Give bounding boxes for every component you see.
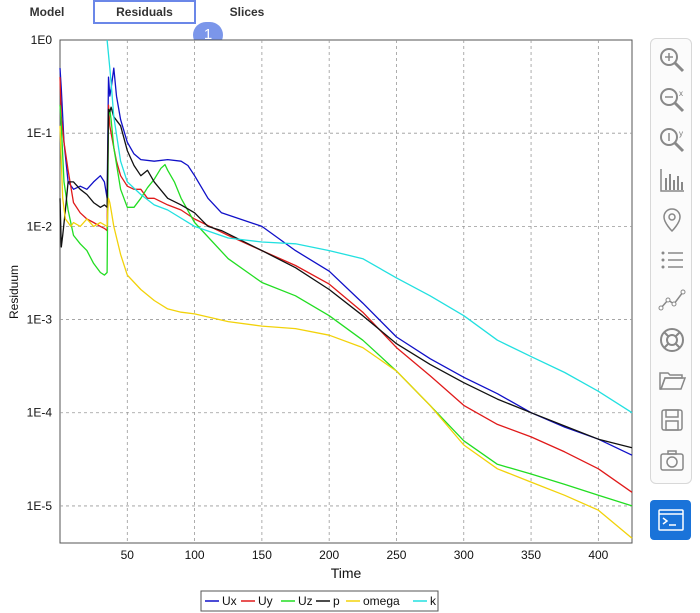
series-line-p (59, 106, 633, 449)
line-chart-button[interactable] (655, 283, 689, 317)
legend-label-omega: omega (363, 594, 400, 608)
series-line-Ux (59, 67, 633, 456)
list-icon (661, 251, 683, 269)
map-pin-icon (663, 208, 681, 233)
y-axis-label: Residuum (7, 265, 21, 319)
legend-list-button[interactable] (655, 243, 689, 277)
lifebuoy-icon (660, 328, 684, 352)
x-tick-label: 100 (185, 548, 205, 562)
series-line-k (106, 39, 633, 414)
x-tick-label: 400 (588, 548, 608, 562)
series-line-omega (59, 125, 633, 539)
x-tick-label: 250 (386, 548, 406, 562)
x-tick-label: 350 (521, 548, 541, 562)
x-axis-label: Time (331, 565, 362, 581)
residuals-chart: 50 100 150 200 250 300 350 400 1E01E-11E-21E-31… (7, 33, 633, 612)
zoom-x-icon: x (660, 88, 685, 113)
y-tick-label: 1E0 (31, 33, 53, 47)
svg-text:y: y (679, 129, 683, 138)
tab-model[interactable]: Model (29, 5, 65, 19)
plot-area (59, 39, 633, 544)
camera-icon (660, 450, 684, 471)
x-tick-label: 300 (454, 548, 474, 562)
y-tick-label: 1E-3 (27, 313, 53, 327)
bar-chart-icon (660, 169, 684, 192)
zoom-icon (660, 48, 685, 73)
legend-label-Uy: Uy (258, 594, 273, 608)
y-tick-label: 1E-2 (27, 219, 53, 233)
x-tick-label: 50 (121, 548, 135, 562)
legend-label-k: k (430, 594, 437, 608)
bar-chart-button[interactable] (655, 163, 689, 197)
y-tick-label: 1E-1 (27, 126, 53, 140)
y-tick-label: 1E-4 (27, 406, 53, 420)
tab-residuals[interactable]: Residuals (93, 0, 196, 24)
help-button[interactable] (655, 323, 689, 357)
legend-label-Uz: Uz (298, 594, 313, 608)
grid (60, 40, 632, 543)
save-button[interactable] (655, 403, 689, 437)
x-tick-label: 200 (319, 548, 339, 562)
zoom-button[interactable] (655, 43, 689, 77)
zoom-y-button[interactable]: y (655, 123, 689, 157)
zoom-x-button[interactable]: x (655, 83, 689, 117)
svg-text:x: x (679, 89, 683, 98)
legend-label-Ux: Ux (222, 594, 237, 608)
save-icon (661, 409, 683, 431)
open-button[interactable] (655, 363, 689, 397)
folder-icon (659, 372, 686, 390)
terminal-icon (657, 509, 684, 531)
y-tick-labels: 1E0 1E-1 1E-2 1E-3 1E-4 1E-5 (27, 33, 53, 513)
legend: Ux Uy Uz p omega k (200, 590, 439, 612)
chart-toolbar: x y (650, 38, 692, 484)
tab-bar: Model Residuals Slices (0, 0, 640, 26)
screenshot-button[interactable] (655, 443, 689, 477)
x-tick-labels: 50 100 150 200 250 300 350 400 (121, 548, 609, 562)
legend-label-p: p (333, 594, 340, 608)
x-tick-label: 150 (252, 548, 272, 562)
marker-button[interactable] (655, 203, 689, 237)
series-lines (59, 39, 633, 539)
zoom-y-icon: y (660, 128, 685, 153)
console-button[interactable] (650, 500, 691, 540)
y-tick-label: 1E-5 (27, 499, 53, 513)
tab-slices[interactable]: Slices (229, 5, 265, 19)
line-chart-icon (658, 289, 686, 311)
